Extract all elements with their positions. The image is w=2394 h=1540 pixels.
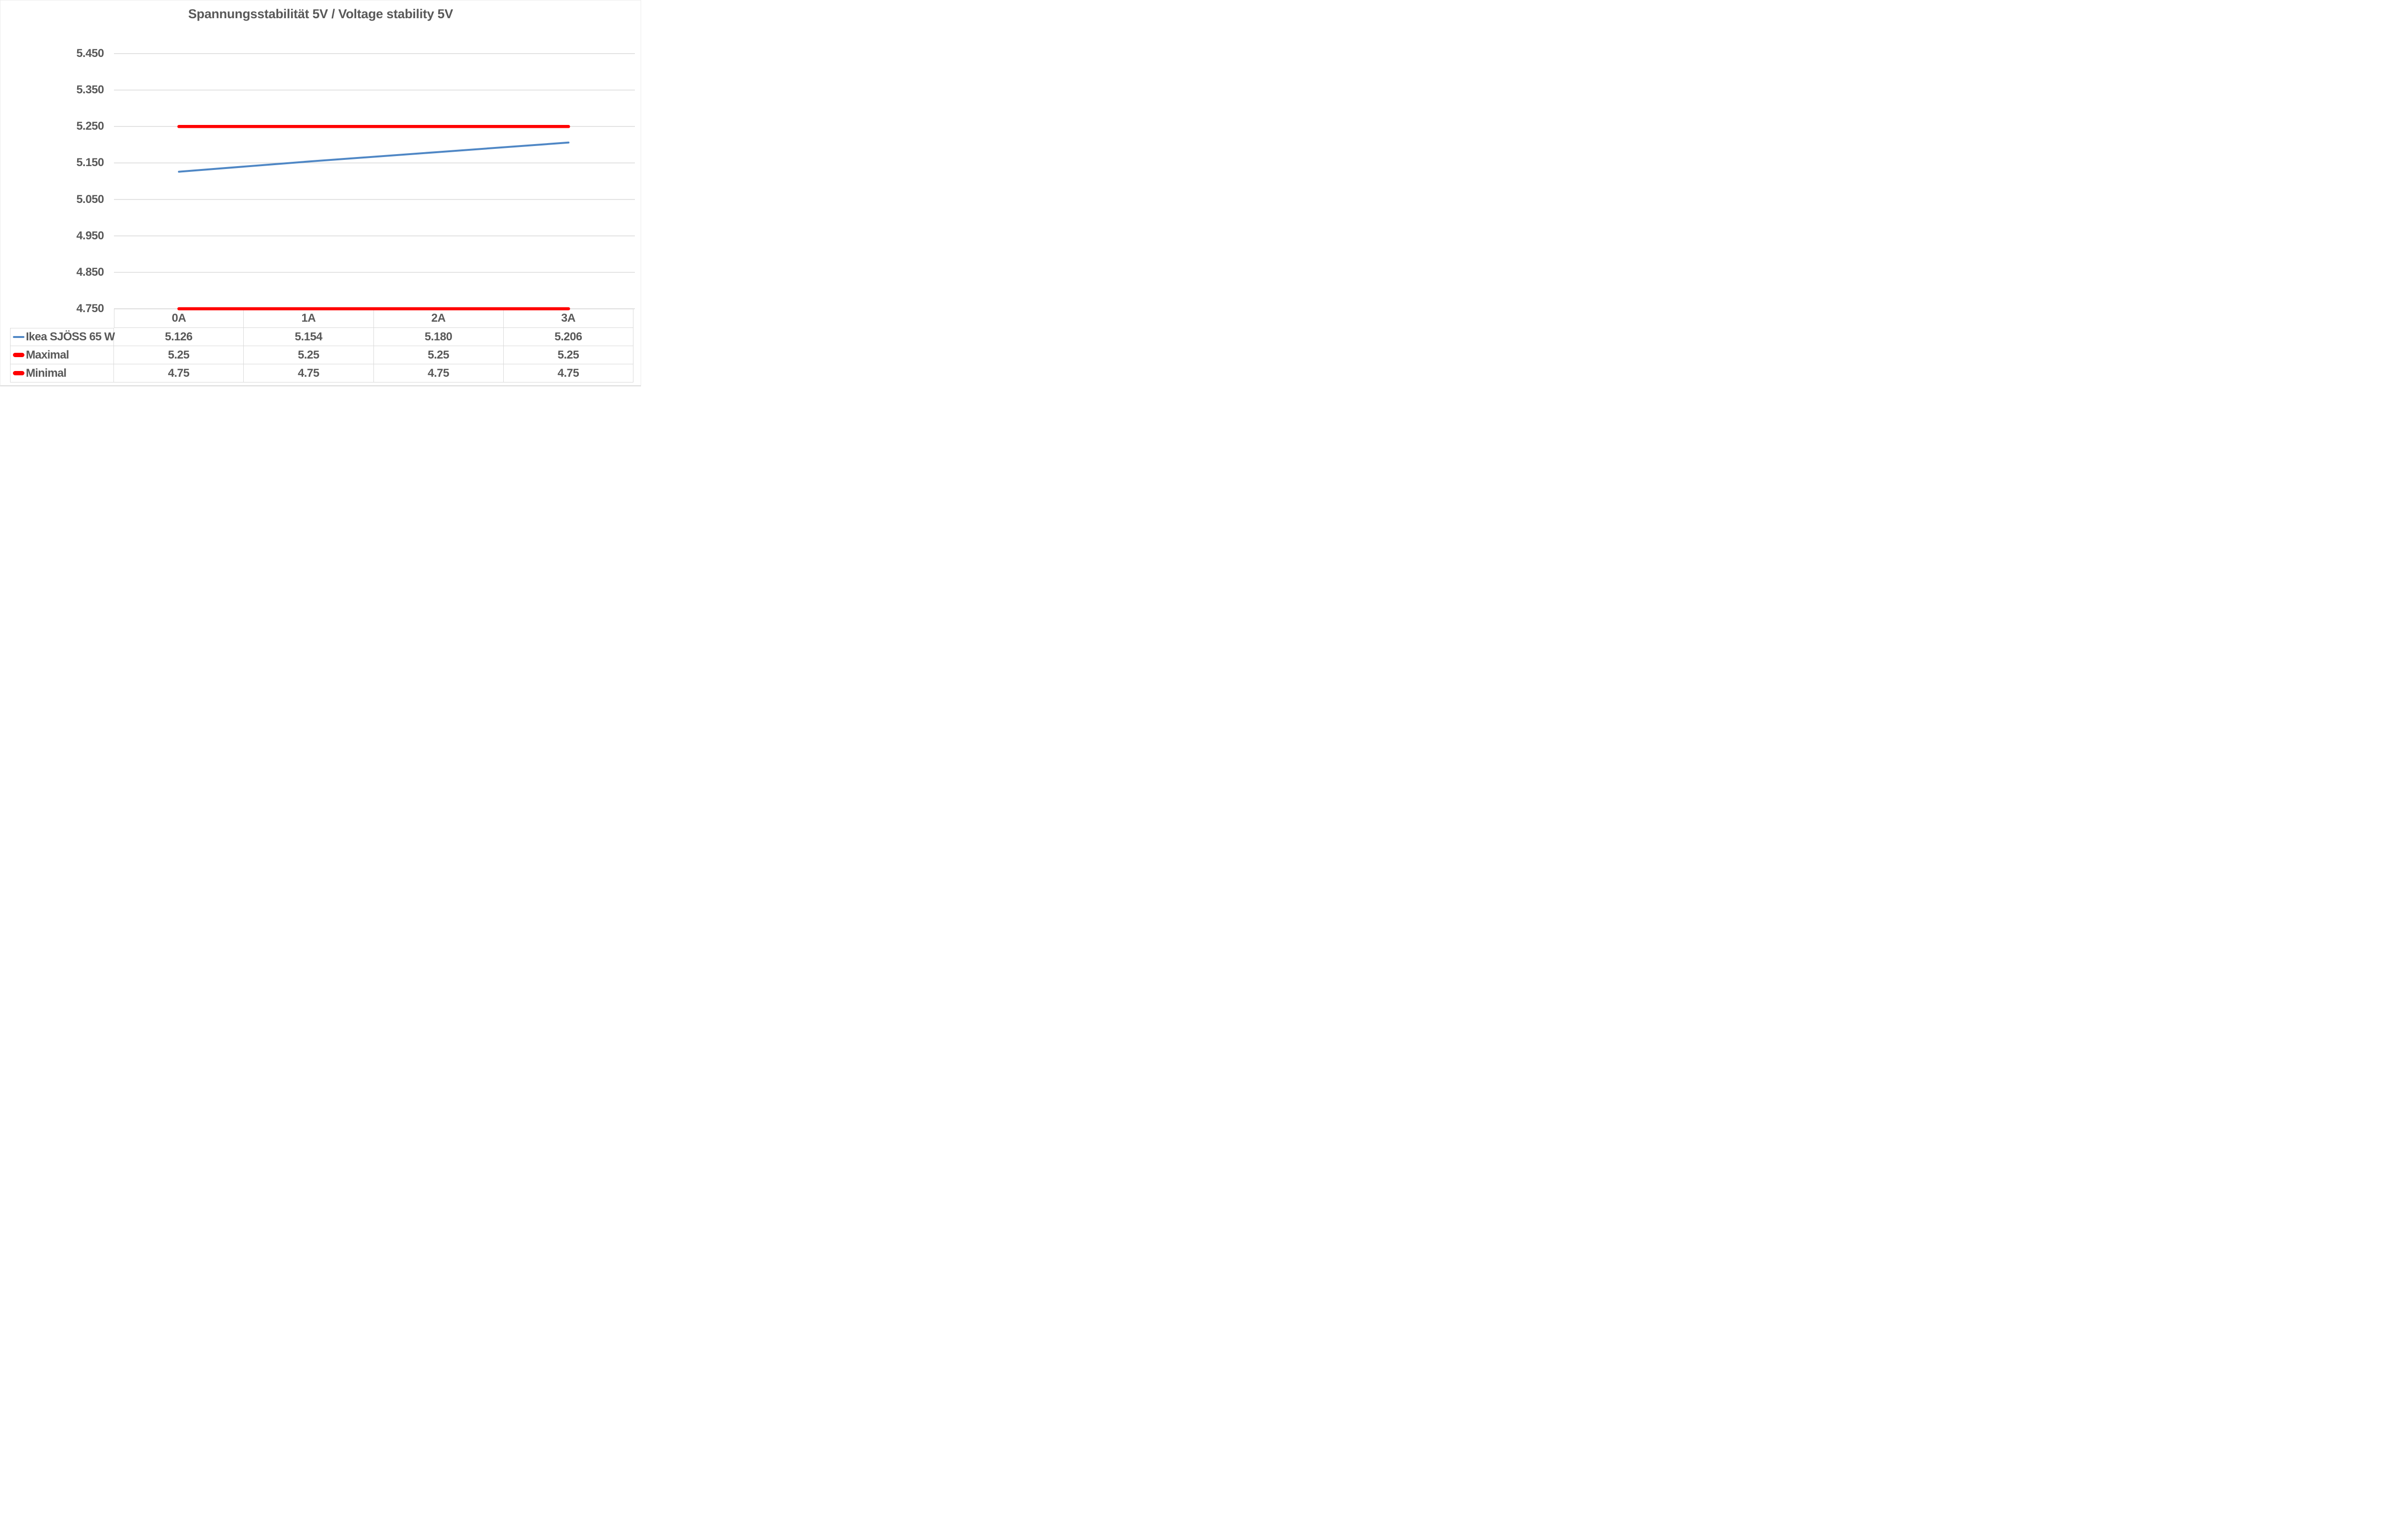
- x-axis-category-label: 0A: [114, 309, 244, 328]
- legend-series-name: Ikea SJÖSS 65 W: [26, 330, 115, 343]
- legend-series-name: Minimal: [26, 366, 67, 380]
- table-value-cell: 4.75: [503, 364, 633, 382]
- y-axis-tick-label: 5.250: [76, 120, 104, 133]
- chart-data-table: 0A 1A 2A 3A Ikea SJÖSS 65 W 5.126 5.154 5.180 5.…: [10, 309, 633, 382]
- legend-line-key-icon: [13, 353, 24, 357]
- y-axis-tick-label: 5.150: [76, 156, 104, 169]
- y-axis-tick-label: 4.750: [76, 302, 104, 315]
- legend-line-key-icon: [13, 336, 24, 338]
- legend-line-key-icon: [13, 371, 24, 375]
- chart-title: Spannungsstabilität 5V / Voltage stabili…: [188, 7, 453, 21]
- y-axis-tick-label: 4.850: [76, 265, 104, 279]
- y-axis-tick-label: 5.350: [76, 83, 104, 97]
- table-value-cell: 5.126: [114, 328, 244, 346]
- series-line-ikea-sj-ss-65-w: [178, 141, 570, 173]
- y-axis-tick-label: 4.950: [76, 229, 104, 242]
- x-axis-category-label: 3A: [503, 309, 633, 328]
- legend-item-ikea-sj-ss-65-w: Ikea SJÖSS 65 W: [10, 328, 115, 346]
- table-value-cell: 4.75: [373, 364, 504, 382]
- table-value-cell: 5.206: [503, 328, 633, 346]
- table-value-cell: 5.180: [373, 328, 504, 346]
- table-corner-spacer: [10, 309, 114, 328]
- legend-item-minimal: Minimal: [10, 364, 114, 382]
- x-axis-category-label: 1A: [244, 309, 374, 328]
- x-axis-category-label: 2A: [373, 309, 504, 328]
- voltage-stability-chart: Spannungsstabilität 5V / Voltage stabili…: [0, 0, 641, 386]
- table-value-cell: 4.75: [114, 364, 244, 382]
- legend-series-name: Maximal: [26, 348, 69, 361]
- table-value-cell: 5.25: [244, 346, 374, 364]
- y-axis-tick-label: 5.450: [76, 47, 104, 60]
- table-value-cell: 5.154: [244, 328, 374, 346]
- legend-item-maximal: Maximal: [10, 346, 114, 364]
- table-value-cell: 4.75: [244, 364, 374, 382]
- table-value-cell: 5.25: [114, 346, 244, 364]
- table-value-cell: 5.25: [503, 346, 633, 364]
- table-value-cell: 5.25: [373, 346, 504, 364]
- y-axis-tick-label: 5.050: [76, 192, 104, 206]
